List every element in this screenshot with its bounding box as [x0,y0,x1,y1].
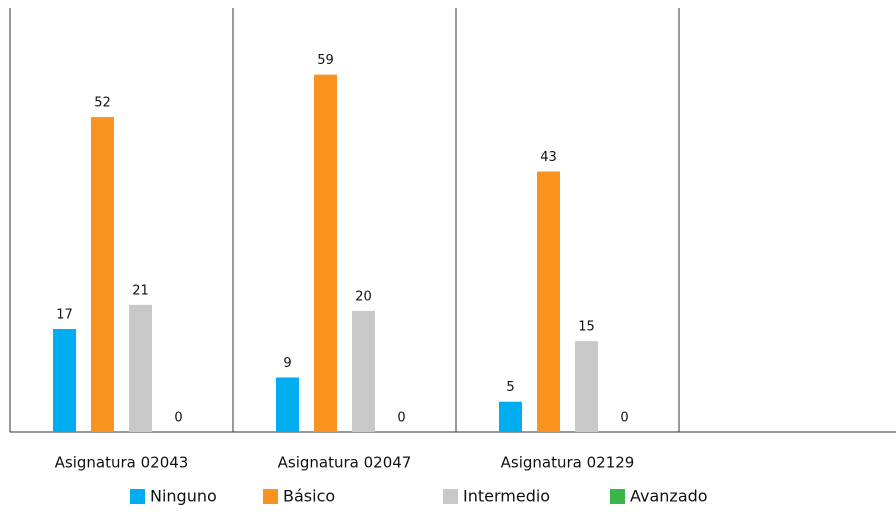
data-label: 0 [174,411,182,426]
data-label: 59 [317,53,334,68]
bar [352,310,375,432]
data-label: 0 [397,411,405,426]
legend-swatch [443,489,458,504]
data-label: 17 [56,308,73,323]
x-tick-label: Asignatura 02129 [501,454,635,472]
bar [499,401,522,432]
legend-label: Ninguno [150,487,217,506]
legend-swatch [263,489,278,504]
data-label: 0 [620,411,628,426]
legend-swatch [610,489,625,504]
x-tick-label: Asignatura 02043 [55,454,189,472]
bar [575,341,598,432]
legend-label: Intermedio [463,487,550,506]
data-label: 21 [132,283,149,298]
legend-swatch [130,489,145,504]
legend-label: Básico [283,487,335,506]
data-label: 20 [355,289,372,304]
data-label: 15 [578,320,595,335]
legend-label: Avanzado [630,487,708,506]
x-tick-label: Asignatura 02047 [278,454,412,472]
data-label: 5 [506,380,514,395]
bar [314,74,337,432]
data-label: 52 [94,96,111,111]
data-label: 9 [283,356,291,371]
data-label: 43 [540,150,557,165]
bar [276,377,299,432]
bar [53,329,76,432]
bar [129,304,152,432]
bar [537,171,560,433]
bar [91,117,114,433]
